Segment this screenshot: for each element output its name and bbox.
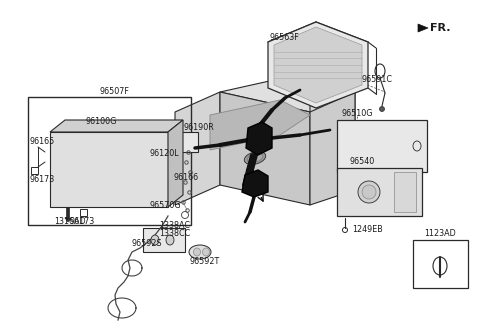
Polygon shape (310, 92, 355, 205)
Text: 96507F: 96507F (99, 88, 129, 96)
Polygon shape (50, 120, 183, 132)
Bar (31, 167, 38, 174)
Text: 1249EB: 1249EB (352, 226, 383, 235)
Polygon shape (220, 92, 310, 205)
Polygon shape (268, 22, 368, 108)
Polygon shape (168, 120, 183, 207)
Text: 96166: 96166 (173, 173, 198, 181)
Bar (148, 158, 166, 173)
Polygon shape (242, 170, 268, 197)
Polygon shape (274, 27, 362, 103)
Text: 96510G: 96510G (342, 110, 373, 118)
Text: 1316AD: 1316AD (54, 217, 85, 227)
Text: 1338AC: 1338AC (159, 220, 190, 230)
Ellipse shape (358, 181, 380, 203)
Ellipse shape (362, 185, 376, 199)
Bar (28, 97, 191, 225)
Polygon shape (220, 72, 355, 112)
Text: 1338CC: 1338CC (159, 230, 190, 238)
Text: 96120L: 96120L (150, 150, 180, 158)
Bar (394, 172, 416, 212)
Ellipse shape (380, 107, 384, 112)
Text: 96173: 96173 (70, 216, 95, 226)
Text: 96190R: 96190R (183, 124, 214, 133)
Text: 96563F: 96563F (269, 32, 299, 42)
Text: 96570G: 96570G (150, 200, 181, 210)
Ellipse shape (151, 235, 159, 245)
Ellipse shape (193, 248, 201, 256)
Text: 96591C: 96591C (362, 74, 393, 84)
Bar (337, 120, 427, 172)
Ellipse shape (166, 235, 174, 245)
Bar (337, 168, 422, 216)
Text: 96592S: 96592S (131, 239, 162, 249)
Bar (148, 190, 168, 203)
FancyArrow shape (65, 208, 71, 222)
Ellipse shape (189, 245, 211, 259)
Bar (413, 240, 468, 288)
Polygon shape (210, 100, 310, 150)
Bar (80, 209, 87, 216)
Polygon shape (175, 92, 220, 205)
Polygon shape (50, 132, 168, 207)
Text: 96100G: 96100G (85, 117, 117, 127)
Text: 96540: 96540 (349, 156, 374, 166)
Text: 96592T: 96592T (190, 257, 220, 266)
Polygon shape (246, 122, 272, 155)
Bar (143, 228, 185, 252)
Bar (180, 132, 198, 152)
Polygon shape (310, 72, 355, 145)
Ellipse shape (203, 248, 209, 256)
Text: 96173: 96173 (30, 175, 55, 184)
Ellipse shape (247, 154, 263, 162)
Polygon shape (418, 24, 428, 32)
Ellipse shape (244, 152, 266, 164)
Text: 1123AD: 1123AD (424, 230, 456, 238)
Text: 96165: 96165 (30, 137, 55, 147)
Text: FR.: FR. (430, 23, 451, 33)
